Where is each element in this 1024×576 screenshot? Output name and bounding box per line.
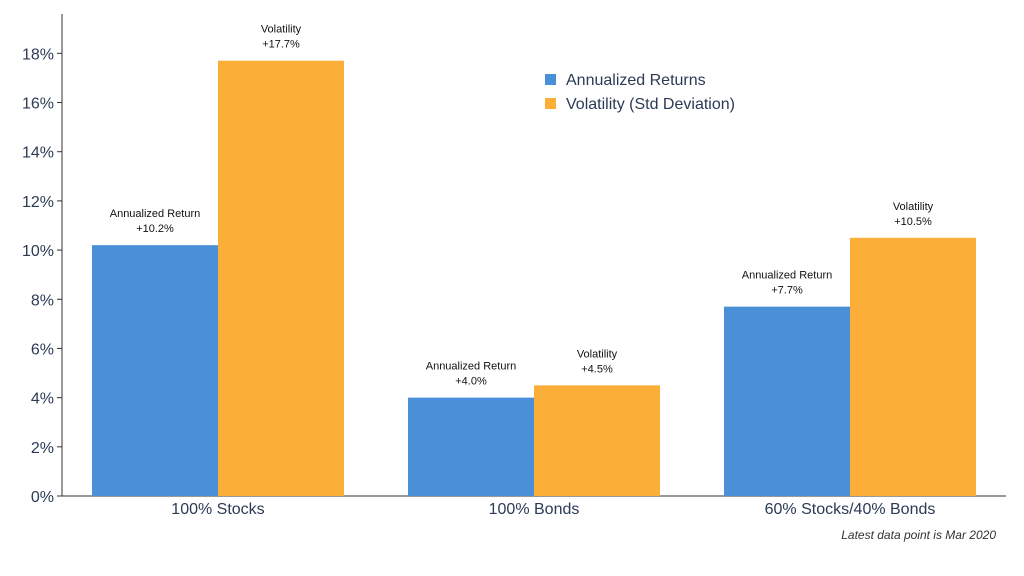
bar-annualized-return [724, 306, 850, 496]
data-label-title: Annualized Return [110, 208, 201, 220]
bar-annualized-return [408, 397, 534, 496]
y-tick-label: 10% [22, 243, 54, 260]
y-tick-label: 14% [22, 145, 54, 162]
data-label-title: Volatility [261, 24, 302, 36]
category-labels: 100% Stocks 100% Bonds 60% Stocks/40% Bond… [171, 501, 935, 518]
x-category-label: 100% Bonds [489, 501, 580, 518]
y-tick-label: 4% [31, 391, 54, 408]
x-category-label: 100% Stocks [171, 501, 264, 518]
data-label-title: Annualized Return [742, 270, 833, 282]
y-tick-label: 2% [31, 440, 54, 457]
y-tick-label: 6% [31, 341, 54, 358]
data-label-value: +17.7% [262, 39, 300, 51]
x-category-label: 60% Stocks/40% Bonds [765, 501, 936, 518]
data-label-title: Annualized Return [426, 361, 517, 373]
bar-annualized-return [92, 245, 218, 496]
data-label-value: +7.7% [771, 285, 803, 297]
y-tick-label: 12% [22, 194, 54, 211]
legend-label: Annualized Returns [566, 72, 706, 89]
legend-swatch [545, 74, 556, 85]
y-tick-label: 16% [22, 96, 54, 113]
data-label-title: Volatility [893, 201, 934, 213]
bars [92, 60, 976, 497]
legend-swatch [545, 98, 556, 109]
data-label-value: +4.0% [455, 376, 487, 388]
legend-label: Volatility (Std Deviation) [566, 96, 735, 113]
bar-volatility [850, 237, 976, 497]
bar-volatility [534, 385, 660, 496]
data-label-value: +10.2% [136, 223, 174, 235]
y-tick-label: 18% [22, 46, 54, 63]
y-tick-label: 0% [31, 489, 54, 506]
bar-volatility [218, 60, 344, 497]
data-labels: Annualized Return +10.2% Volatility +17.7% A… [110, 24, 934, 388]
y-tick-label: 8% [31, 292, 54, 309]
legend: Annualized Returns Volatility (Std Deviat… [545, 72, 735, 113]
data-label-value: +10.5% [894, 216, 932, 228]
footnote: Latest data point is Mar 2020 [841, 528, 996, 542]
data-label-title: Volatility [577, 348, 618, 360]
data-label-value: +4.5% [581, 363, 613, 375]
